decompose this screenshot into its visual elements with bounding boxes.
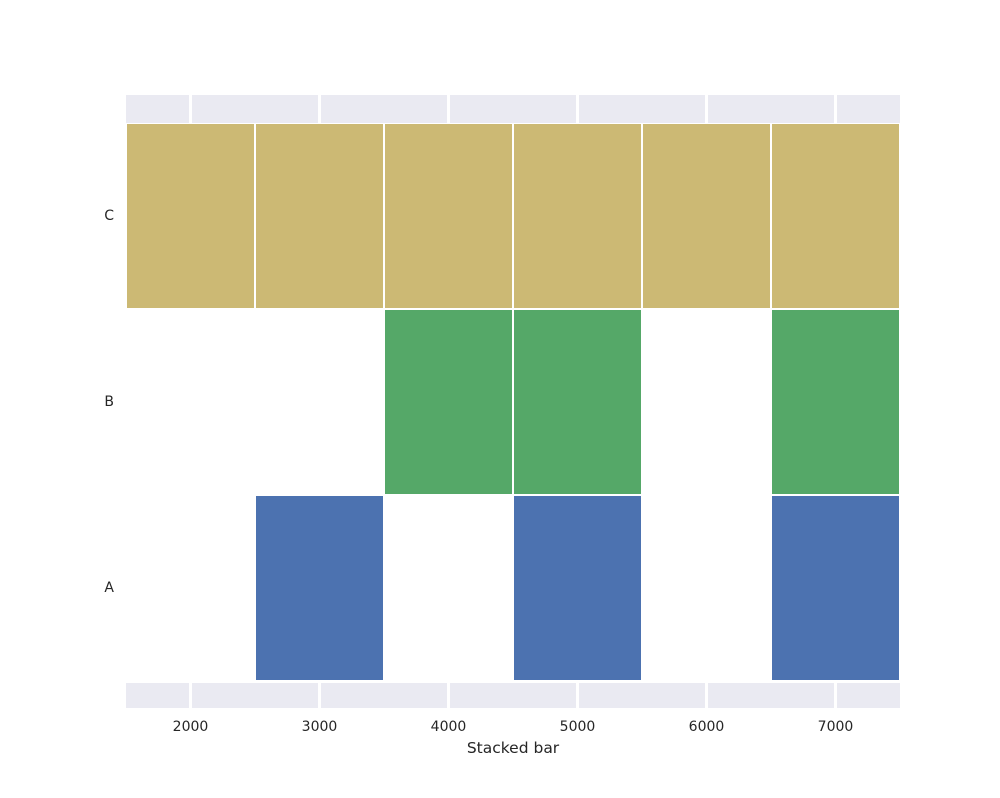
bar-segment-c xyxy=(126,123,255,309)
gridline xyxy=(576,95,579,123)
x-tick-label: 3000 xyxy=(301,719,338,735)
y-tick-label-b: B xyxy=(104,393,114,410)
bar-segment-a xyxy=(513,495,642,681)
x-tick-label: 2000 xyxy=(172,719,209,735)
gridline xyxy=(834,95,837,123)
x-tick-label: 5000 xyxy=(559,719,596,735)
bar-segment-c xyxy=(255,123,384,309)
x-tick-label: 4000 xyxy=(430,719,467,735)
bar-segment-c xyxy=(513,123,642,309)
gridline xyxy=(447,95,450,123)
gridline xyxy=(834,683,837,708)
bar-segment-c xyxy=(642,123,771,309)
bar-segment-c xyxy=(384,123,513,309)
y-tick-label-c: C xyxy=(104,207,114,224)
y-tick-label-a: A xyxy=(104,579,114,596)
gridline xyxy=(318,683,321,708)
bar-segment-c xyxy=(771,123,900,309)
plot-background-strip-top xyxy=(126,95,900,123)
x-tick-label: 6000 xyxy=(688,719,725,735)
gridline xyxy=(447,683,450,708)
bar-segment-a xyxy=(255,495,384,681)
plot-area xyxy=(126,95,900,708)
bars-layer xyxy=(126,123,900,681)
gridline xyxy=(189,95,192,123)
gridline xyxy=(576,683,579,708)
bar-segment-a xyxy=(771,495,900,681)
bar-segment-b xyxy=(384,309,513,495)
gridline xyxy=(318,95,321,123)
x-tick-label: 7000 xyxy=(817,719,854,735)
gridline xyxy=(705,683,708,708)
gridline xyxy=(189,683,192,708)
plot-background-strip-bottom xyxy=(126,681,900,708)
x-axis-label: Stacked bar xyxy=(466,739,560,757)
gridline xyxy=(705,95,708,123)
bar-segment-b xyxy=(513,309,642,495)
bar-segment-b xyxy=(771,309,900,495)
